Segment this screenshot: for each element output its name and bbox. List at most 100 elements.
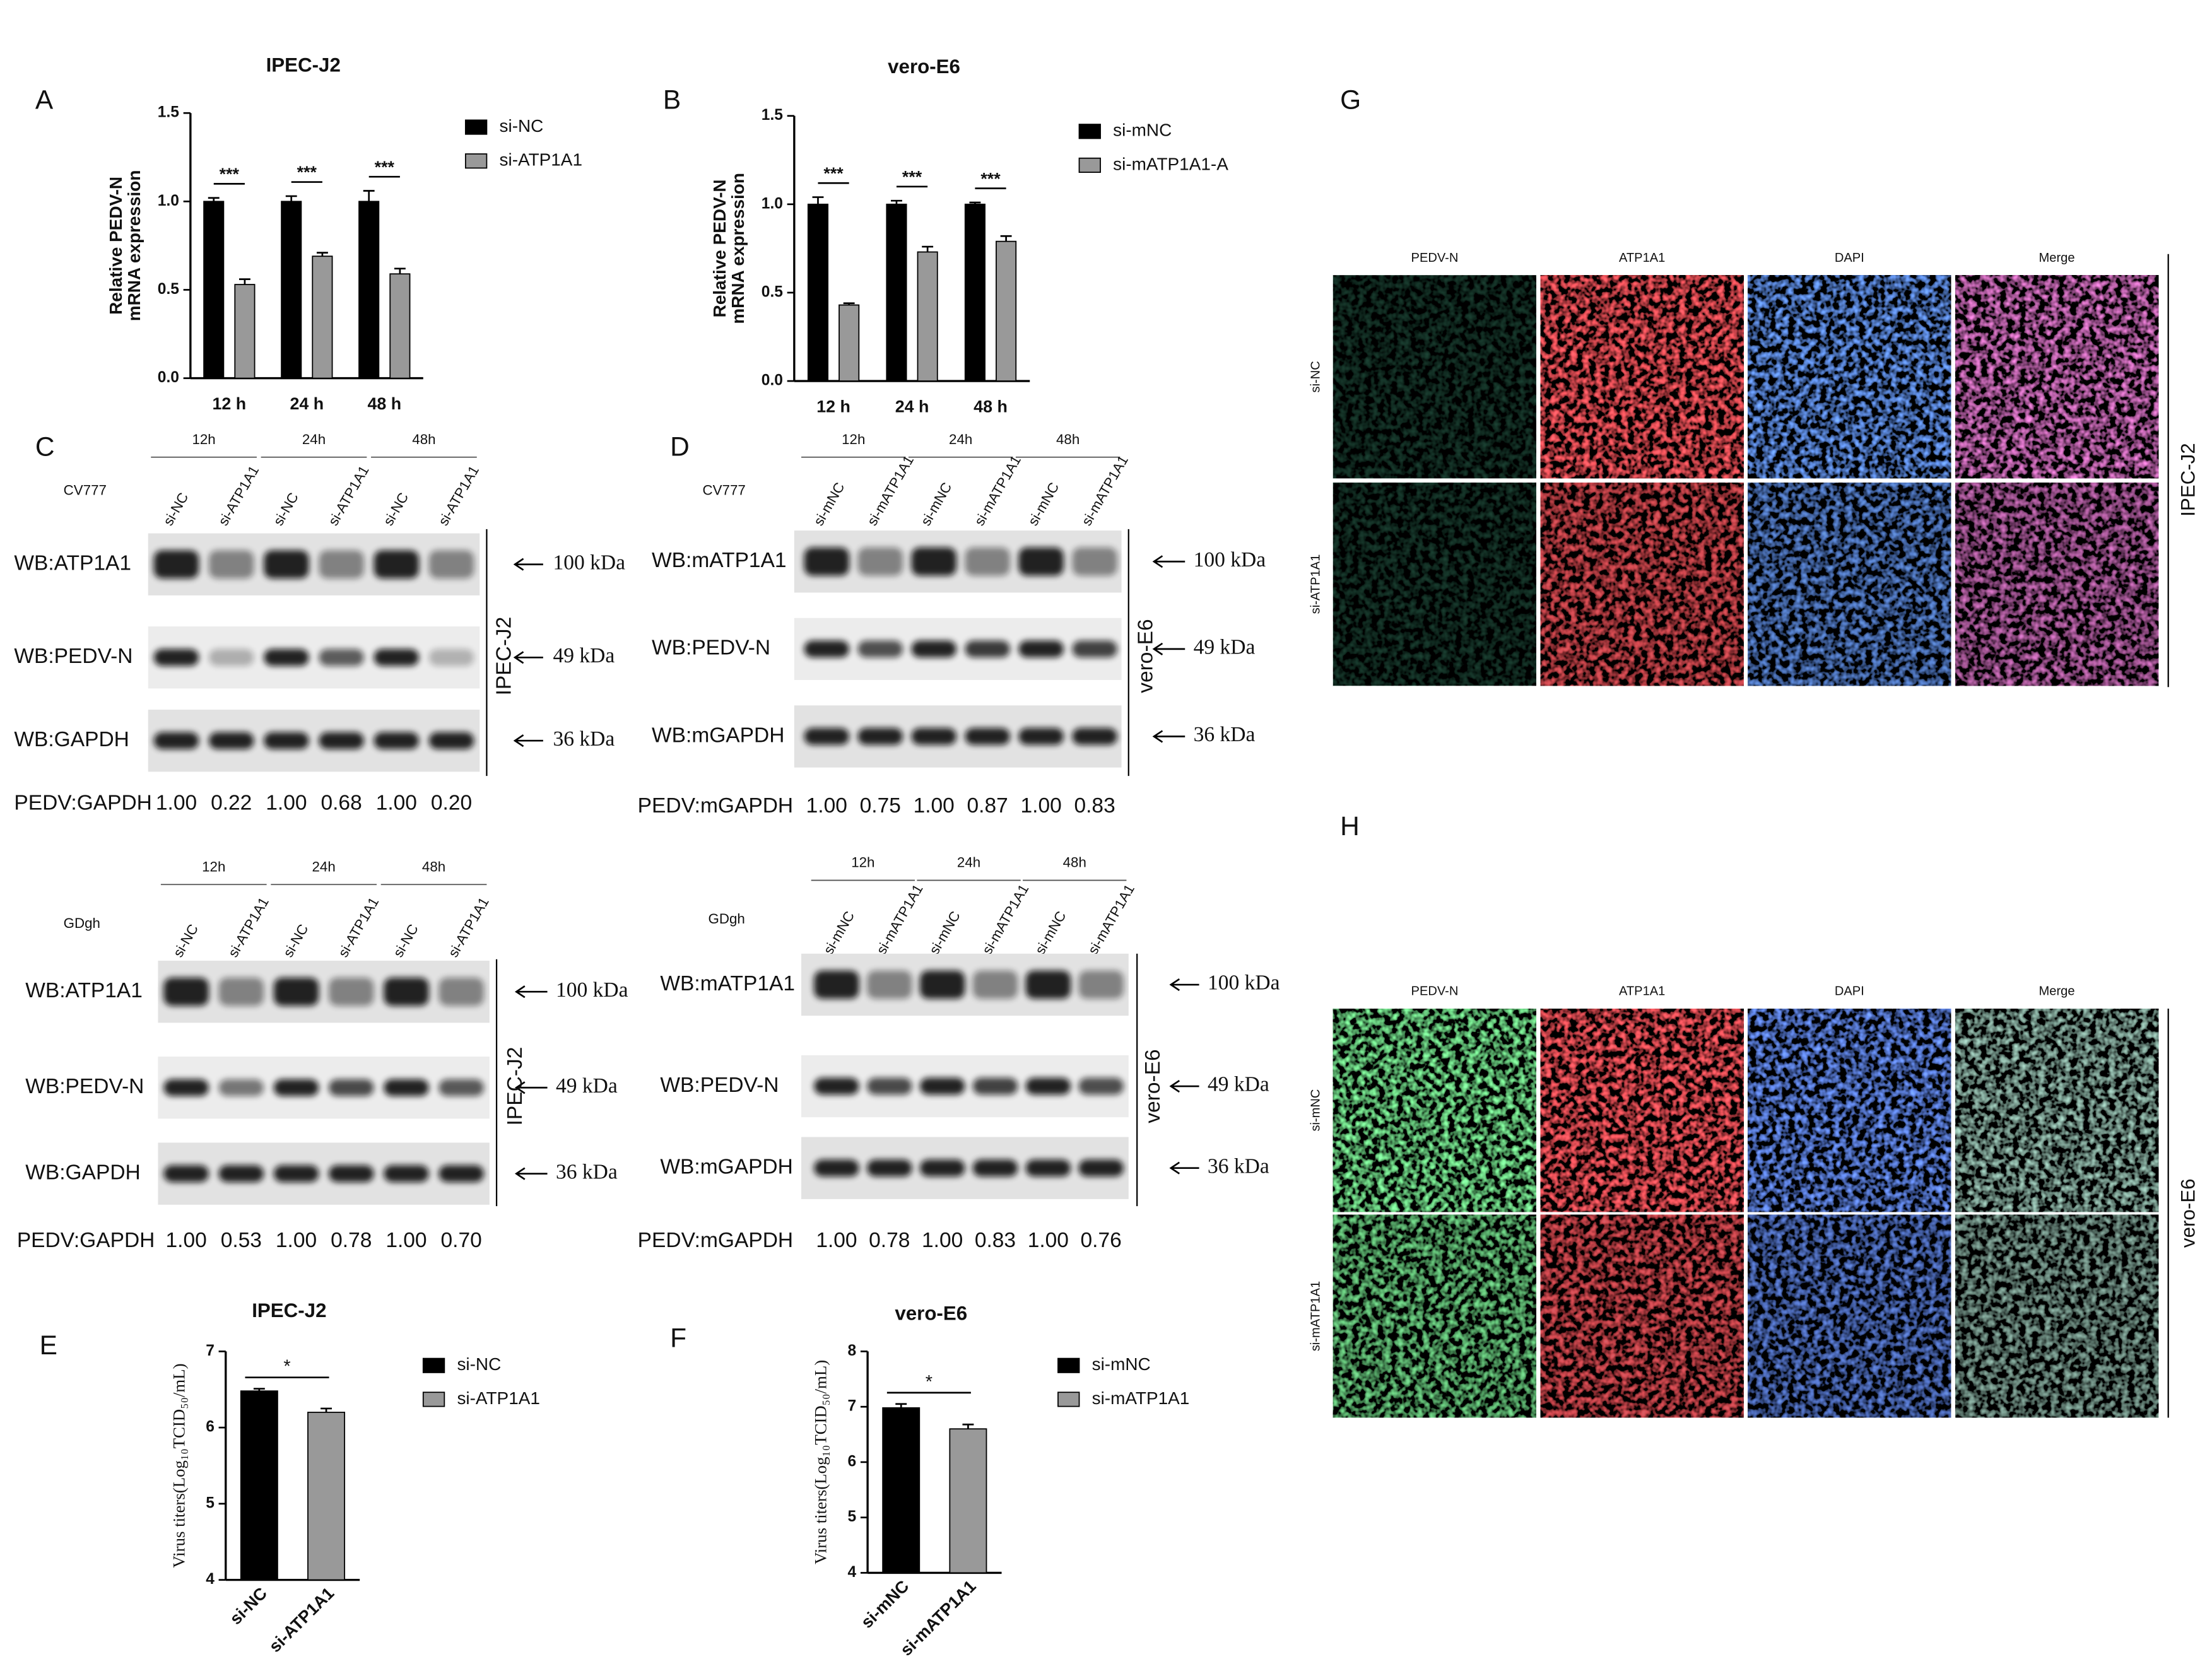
y-tick-label: 0.5 <box>762 283 783 300</box>
cell-line-label: vero-E6 <box>1141 1049 1165 1123</box>
band <box>804 728 850 745</box>
legend-label: si-NC <box>500 116 544 136</box>
arrow <box>514 985 548 999</box>
bar <box>389 273 411 379</box>
error-bar <box>394 267 406 274</box>
y-tick-label: 0.5 <box>158 281 179 298</box>
band <box>814 970 859 999</box>
legend-swatch <box>1078 157 1101 173</box>
time-label: 48h <box>1056 431 1080 447</box>
x-tick-label: 48 h <box>974 397 1008 416</box>
y-tick-label: 1.0 <box>158 192 179 209</box>
band <box>384 1165 429 1183</box>
x-tick-label: 24 h <box>895 397 929 416</box>
time-label: 24h <box>312 859 336 874</box>
ratio-value: 0.53 <box>221 1229 262 1252</box>
bar <box>281 201 302 379</box>
band <box>867 1077 912 1095</box>
bar <box>234 284 256 379</box>
bar <box>203 201 225 379</box>
error-bar <box>316 252 328 257</box>
y-tick-label: 4 <box>206 1571 215 1588</box>
band <box>153 648 199 666</box>
ratio-value: 0.83 <box>1074 794 1115 817</box>
cell-line-label: vero-E6 <box>2177 1178 2199 1248</box>
row-label: WB:GAPDH <box>25 1161 141 1185</box>
legend-swatch <box>422 1392 445 1407</box>
micrograph <box>1955 483 2159 686</box>
row-label: WB:PEDV-N <box>652 636 770 660</box>
legend-label: si-mNC <box>1113 120 1172 140</box>
band <box>218 1079 264 1096</box>
panel-letter: E <box>40 1331 57 1361</box>
y-tick-label: 6 <box>848 1453 857 1470</box>
band <box>857 547 903 576</box>
band <box>965 547 1010 576</box>
error-bar <box>363 190 375 202</box>
y-tick-label: 0.0 <box>158 369 179 386</box>
band <box>208 648 254 666</box>
time-label: 12h <box>842 431 865 447</box>
chart-title: IPEC-J2 <box>266 54 341 76</box>
micrograph <box>1540 483 1744 686</box>
ratio-value: 0.68 <box>321 792 362 815</box>
ratio-value: 1.00 <box>816 1229 857 1252</box>
legend-swatch <box>422 1357 445 1373</box>
legend-label: si-mNC <box>1092 1354 1151 1374</box>
row-label: WB:mATP1A1 <box>652 549 787 572</box>
error-bar <box>238 278 250 285</box>
significance: *** <box>297 163 317 182</box>
chart-title: IPEC-J2 <box>252 1299 326 1321</box>
size-label: 49 kDa <box>1194 636 1256 659</box>
band <box>911 728 956 745</box>
error-bar <box>843 302 855 305</box>
ratio-label: PEDV:mGAPDH <box>638 794 793 817</box>
band <box>273 1079 319 1096</box>
error-bar <box>253 1388 265 1392</box>
significance: *** <box>823 164 844 183</box>
error-bar <box>208 197 220 202</box>
bar <box>312 255 333 379</box>
band <box>208 550 254 579</box>
x-tick-label: 24 h <box>290 394 324 413</box>
band <box>1025 970 1071 999</box>
error-bar <box>895 1403 907 1408</box>
micrograph <box>1540 1009 1744 1212</box>
panel-letter: A <box>35 86 54 115</box>
band <box>218 977 264 1006</box>
column-label: PEDV-N <box>1411 251 1459 265</box>
chart-title: vero-E6 <box>888 56 960 78</box>
row-label: WB:GAPDH <box>14 728 129 751</box>
chart-title: vero-E6 <box>895 1303 967 1325</box>
band <box>208 732 254 749</box>
band <box>438 1079 484 1096</box>
band <box>163 1079 209 1096</box>
significance: * <box>283 1357 290 1377</box>
time-label: 12h <box>851 855 874 870</box>
micrograph <box>1955 275 2159 479</box>
row-label: WB:ATP1A1 <box>14 552 131 575</box>
ratio-value: 0.87 <box>967 794 1008 817</box>
band <box>911 547 956 576</box>
band <box>428 732 474 749</box>
micrograph <box>1332 1009 1536 1212</box>
row-label: si-ATP1A1 <box>1309 554 1322 614</box>
band <box>1078 1159 1124 1177</box>
y-tick-label: 1.5 <box>158 104 179 121</box>
panel-letter: F <box>670 1324 686 1354</box>
size-label: 36 kDa <box>1194 723 1256 746</box>
band <box>1018 728 1064 745</box>
y-tick-label: 4 <box>848 1564 857 1581</box>
panel-letter: H <box>1340 812 1360 841</box>
blot-strip <box>148 710 480 772</box>
ratio-value: 1.00 <box>1028 1229 1069 1252</box>
size-label: 36 kDa <box>556 1160 618 1183</box>
micrograph <box>1332 483 1536 686</box>
band <box>867 1159 912 1177</box>
arrow <box>1169 1079 1199 1093</box>
band <box>438 977 484 1006</box>
significance: * <box>926 1372 932 1392</box>
y-axis-label: mRNA expression <box>728 173 748 324</box>
band <box>814 1159 859 1177</box>
band <box>428 550 474 579</box>
